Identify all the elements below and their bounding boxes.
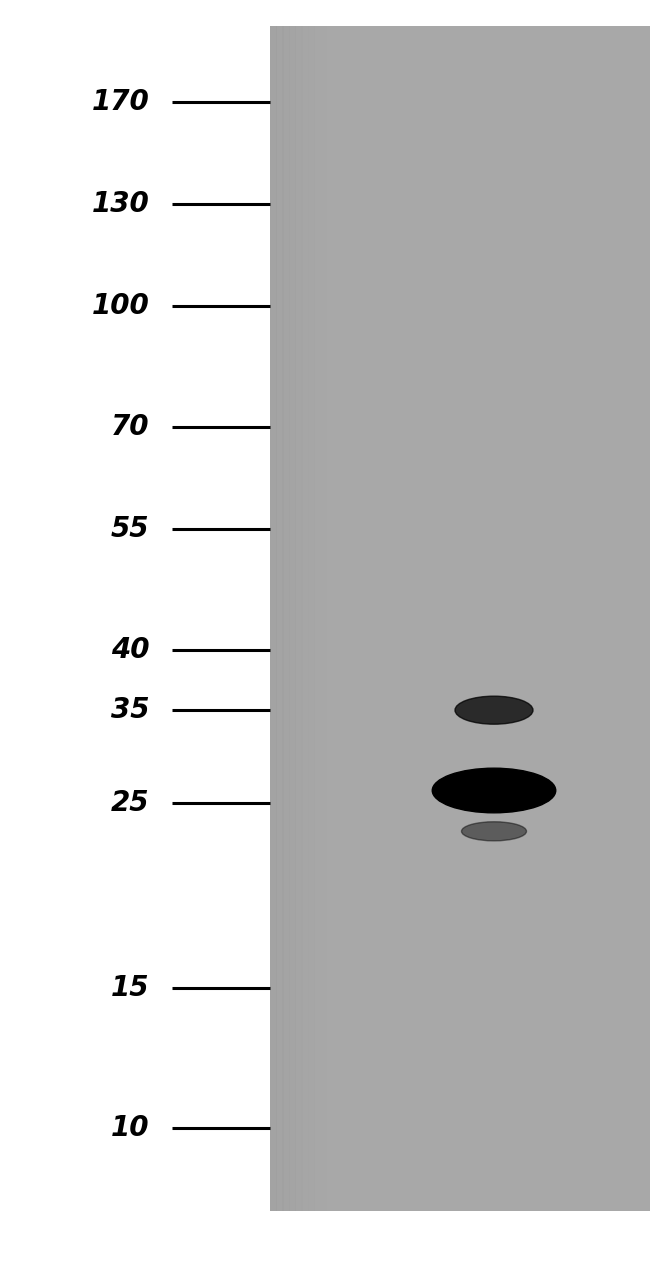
Text: 40: 40 — [111, 636, 150, 664]
Text: 130: 130 — [92, 190, 150, 218]
Text: 170: 170 — [92, 88, 150, 116]
Bar — [359, 26, 366, 1211]
Bar — [510, 26, 518, 1211]
Bar — [454, 26, 462, 1211]
Bar — [295, 26, 303, 1211]
Text: 15: 15 — [111, 974, 150, 1002]
Bar — [644, 26, 650, 1211]
Bar — [466, 26, 474, 1211]
Bar — [441, 26, 448, 1211]
Bar — [498, 26, 506, 1211]
Bar — [384, 26, 391, 1211]
Bar — [320, 26, 328, 1211]
Bar — [523, 26, 531, 1211]
Bar — [352, 26, 360, 1211]
Bar — [378, 26, 385, 1211]
Bar — [308, 26, 315, 1211]
Bar — [327, 26, 335, 1211]
Bar — [491, 26, 499, 1211]
Ellipse shape — [462, 822, 526, 842]
Bar — [599, 26, 607, 1211]
Bar — [625, 26, 632, 1211]
Bar — [574, 26, 582, 1211]
Bar — [536, 26, 543, 1211]
Bar — [422, 26, 430, 1211]
Bar — [270, 26, 650, 1211]
Bar — [365, 26, 372, 1211]
Bar — [485, 26, 493, 1211]
Bar — [504, 26, 512, 1211]
Bar — [631, 26, 638, 1211]
Bar — [410, 26, 417, 1211]
Bar — [586, 26, 594, 1211]
Bar — [339, 26, 347, 1211]
Bar — [637, 26, 645, 1211]
Text: 55: 55 — [111, 515, 150, 543]
Ellipse shape — [455, 696, 533, 724]
Bar — [434, 26, 442, 1211]
Bar — [473, 26, 480, 1211]
Bar — [333, 26, 341, 1211]
Text: 100: 100 — [92, 292, 150, 320]
Text: 25: 25 — [111, 789, 150, 817]
Bar — [549, 26, 556, 1211]
Bar — [282, 26, 290, 1211]
Bar — [542, 26, 550, 1211]
Bar — [415, 26, 423, 1211]
Bar — [580, 26, 588, 1211]
Text: 70: 70 — [111, 413, 150, 441]
Bar — [270, 26, 278, 1211]
Bar — [593, 26, 601, 1211]
Bar — [390, 26, 398, 1211]
Bar — [302, 26, 309, 1211]
Bar — [276, 26, 283, 1211]
Bar — [606, 26, 614, 1211]
Bar — [447, 26, 455, 1211]
Bar — [428, 26, 436, 1211]
Bar — [396, 26, 404, 1211]
Bar — [403, 26, 411, 1211]
Ellipse shape — [432, 768, 556, 813]
Bar — [289, 26, 296, 1211]
Text: 10: 10 — [111, 1114, 150, 1142]
Bar — [618, 26, 626, 1211]
Text: 35: 35 — [111, 696, 150, 724]
Bar — [612, 26, 619, 1211]
Bar — [555, 26, 563, 1211]
Bar — [371, 26, 379, 1211]
Bar — [479, 26, 486, 1211]
Bar — [530, 26, 537, 1211]
Bar — [517, 26, 525, 1211]
Bar — [314, 26, 322, 1211]
Bar — [561, 26, 569, 1211]
Bar — [346, 26, 354, 1211]
Bar — [567, 26, 575, 1211]
Bar — [460, 26, 467, 1211]
